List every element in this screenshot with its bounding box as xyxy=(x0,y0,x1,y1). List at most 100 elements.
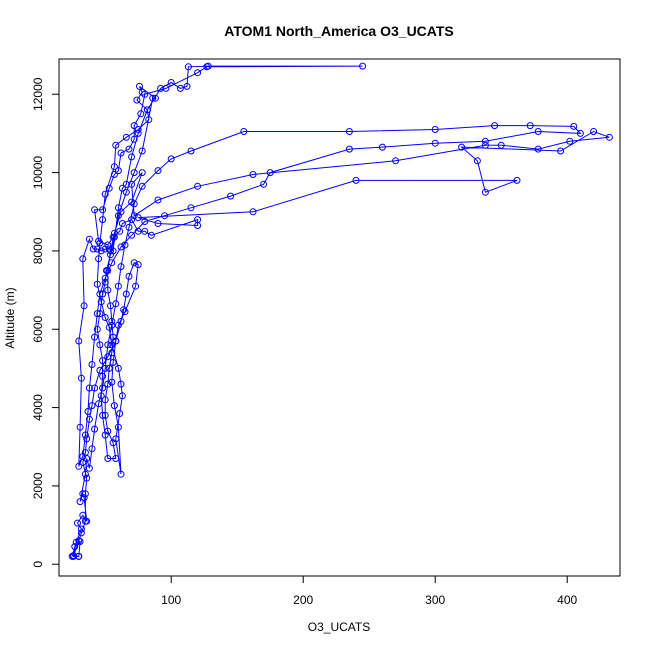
data-point xyxy=(345,128,353,135)
y-tick-label: 0 xyxy=(31,561,45,568)
data-point xyxy=(70,552,77,560)
data-point xyxy=(130,259,138,267)
data-point xyxy=(99,290,107,298)
x-tick-label: 200 xyxy=(293,593,313,607)
data-point xyxy=(104,241,112,249)
data-point xyxy=(81,470,89,478)
data-point xyxy=(108,317,116,325)
data-point xyxy=(88,361,96,368)
data-point xyxy=(83,474,91,482)
data-point xyxy=(104,341,112,349)
data-point xyxy=(85,415,93,423)
data-point xyxy=(99,384,107,392)
data-point xyxy=(183,82,191,90)
data-point xyxy=(108,378,116,386)
data-point xyxy=(151,94,159,102)
data-point xyxy=(95,255,103,263)
data-point xyxy=(120,306,128,314)
data-point xyxy=(74,519,81,527)
data-point xyxy=(352,176,360,184)
data-point xyxy=(105,364,113,372)
data-point xyxy=(101,278,109,286)
y-tick-label: 8000 xyxy=(31,237,45,264)
data-point xyxy=(104,286,112,294)
data-point xyxy=(167,155,175,163)
data-point xyxy=(103,267,110,274)
x-axis: 100 200 300 400 xyxy=(161,575,578,607)
data-point xyxy=(491,122,499,130)
data-point xyxy=(117,470,125,478)
data-point xyxy=(80,494,88,502)
data-point xyxy=(91,206,99,214)
chart-title: ATOM1 North_America O3_UCATS xyxy=(224,23,454,39)
data-point xyxy=(167,79,175,86)
data-point xyxy=(118,220,126,227)
data-point xyxy=(128,198,136,206)
data-point xyxy=(93,310,101,318)
data-point xyxy=(97,298,105,306)
data-point xyxy=(576,129,584,137)
data-point xyxy=(105,323,113,331)
data-point xyxy=(134,261,142,269)
data-point xyxy=(112,455,120,462)
data-point xyxy=(75,462,83,470)
data-point xyxy=(143,106,151,114)
data-point xyxy=(101,431,109,439)
data-point xyxy=(590,128,598,135)
data-point xyxy=(117,149,125,157)
data-point xyxy=(147,231,155,239)
data-point xyxy=(128,231,136,239)
x-tick-label: 100 xyxy=(161,593,181,607)
data-point xyxy=(481,137,489,145)
data-point xyxy=(187,147,195,155)
data-point xyxy=(557,147,565,155)
data-point xyxy=(114,282,122,290)
data-point xyxy=(154,167,162,175)
data-point xyxy=(114,167,122,175)
data-point xyxy=(105,184,113,192)
data-point xyxy=(97,392,105,400)
data-point xyxy=(101,396,109,404)
data-point xyxy=(392,157,400,165)
data-point xyxy=(89,245,97,253)
data-point xyxy=(157,84,165,92)
data-point xyxy=(99,372,107,380)
data-point xyxy=(128,153,136,161)
data-point xyxy=(85,384,93,392)
data-point xyxy=(194,182,202,190)
data-point xyxy=(130,212,138,220)
data-point xyxy=(101,411,109,419)
data-point xyxy=(240,128,248,135)
data-point xyxy=(473,157,481,165)
data-point xyxy=(91,333,99,341)
data-point xyxy=(114,364,122,372)
data-point xyxy=(99,357,107,365)
data-point xyxy=(97,247,105,255)
data-point xyxy=(118,392,126,400)
data-point xyxy=(266,169,274,177)
data-point xyxy=(260,180,268,188)
data-point xyxy=(121,241,129,249)
data-point xyxy=(91,384,99,392)
data-point xyxy=(110,171,118,178)
data-point xyxy=(134,214,142,222)
data-point xyxy=(176,84,184,92)
data-point xyxy=(431,126,439,133)
data-point xyxy=(481,141,489,149)
data-point xyxy=(77,374,85,382)
data-point xyxy=(162,84,170,92)
data-point xyxy=(138,147,146,155)
data-point xyxy=(109,359,117,366)
data-point xyxy=(108,349,116,357)
data-point xyxy=(108,259,116,267)
data-point xyxy=(107,302,114,310)
data-point xyxy=(227,192,235,200)
data-point xyxy=(137,110,145,118)
data-point xyxy=(114,423,122,431)
data-point xyxy=(122,180,130,188)
data-point xyxy=(134,227,142,235)
data-point xyxy=(79,490,87,498)
data-point xyxy=(117,263,125,271)
data-point xyxy=(93,325,101,333)
data-point xyxy=(104,353,112,361)
